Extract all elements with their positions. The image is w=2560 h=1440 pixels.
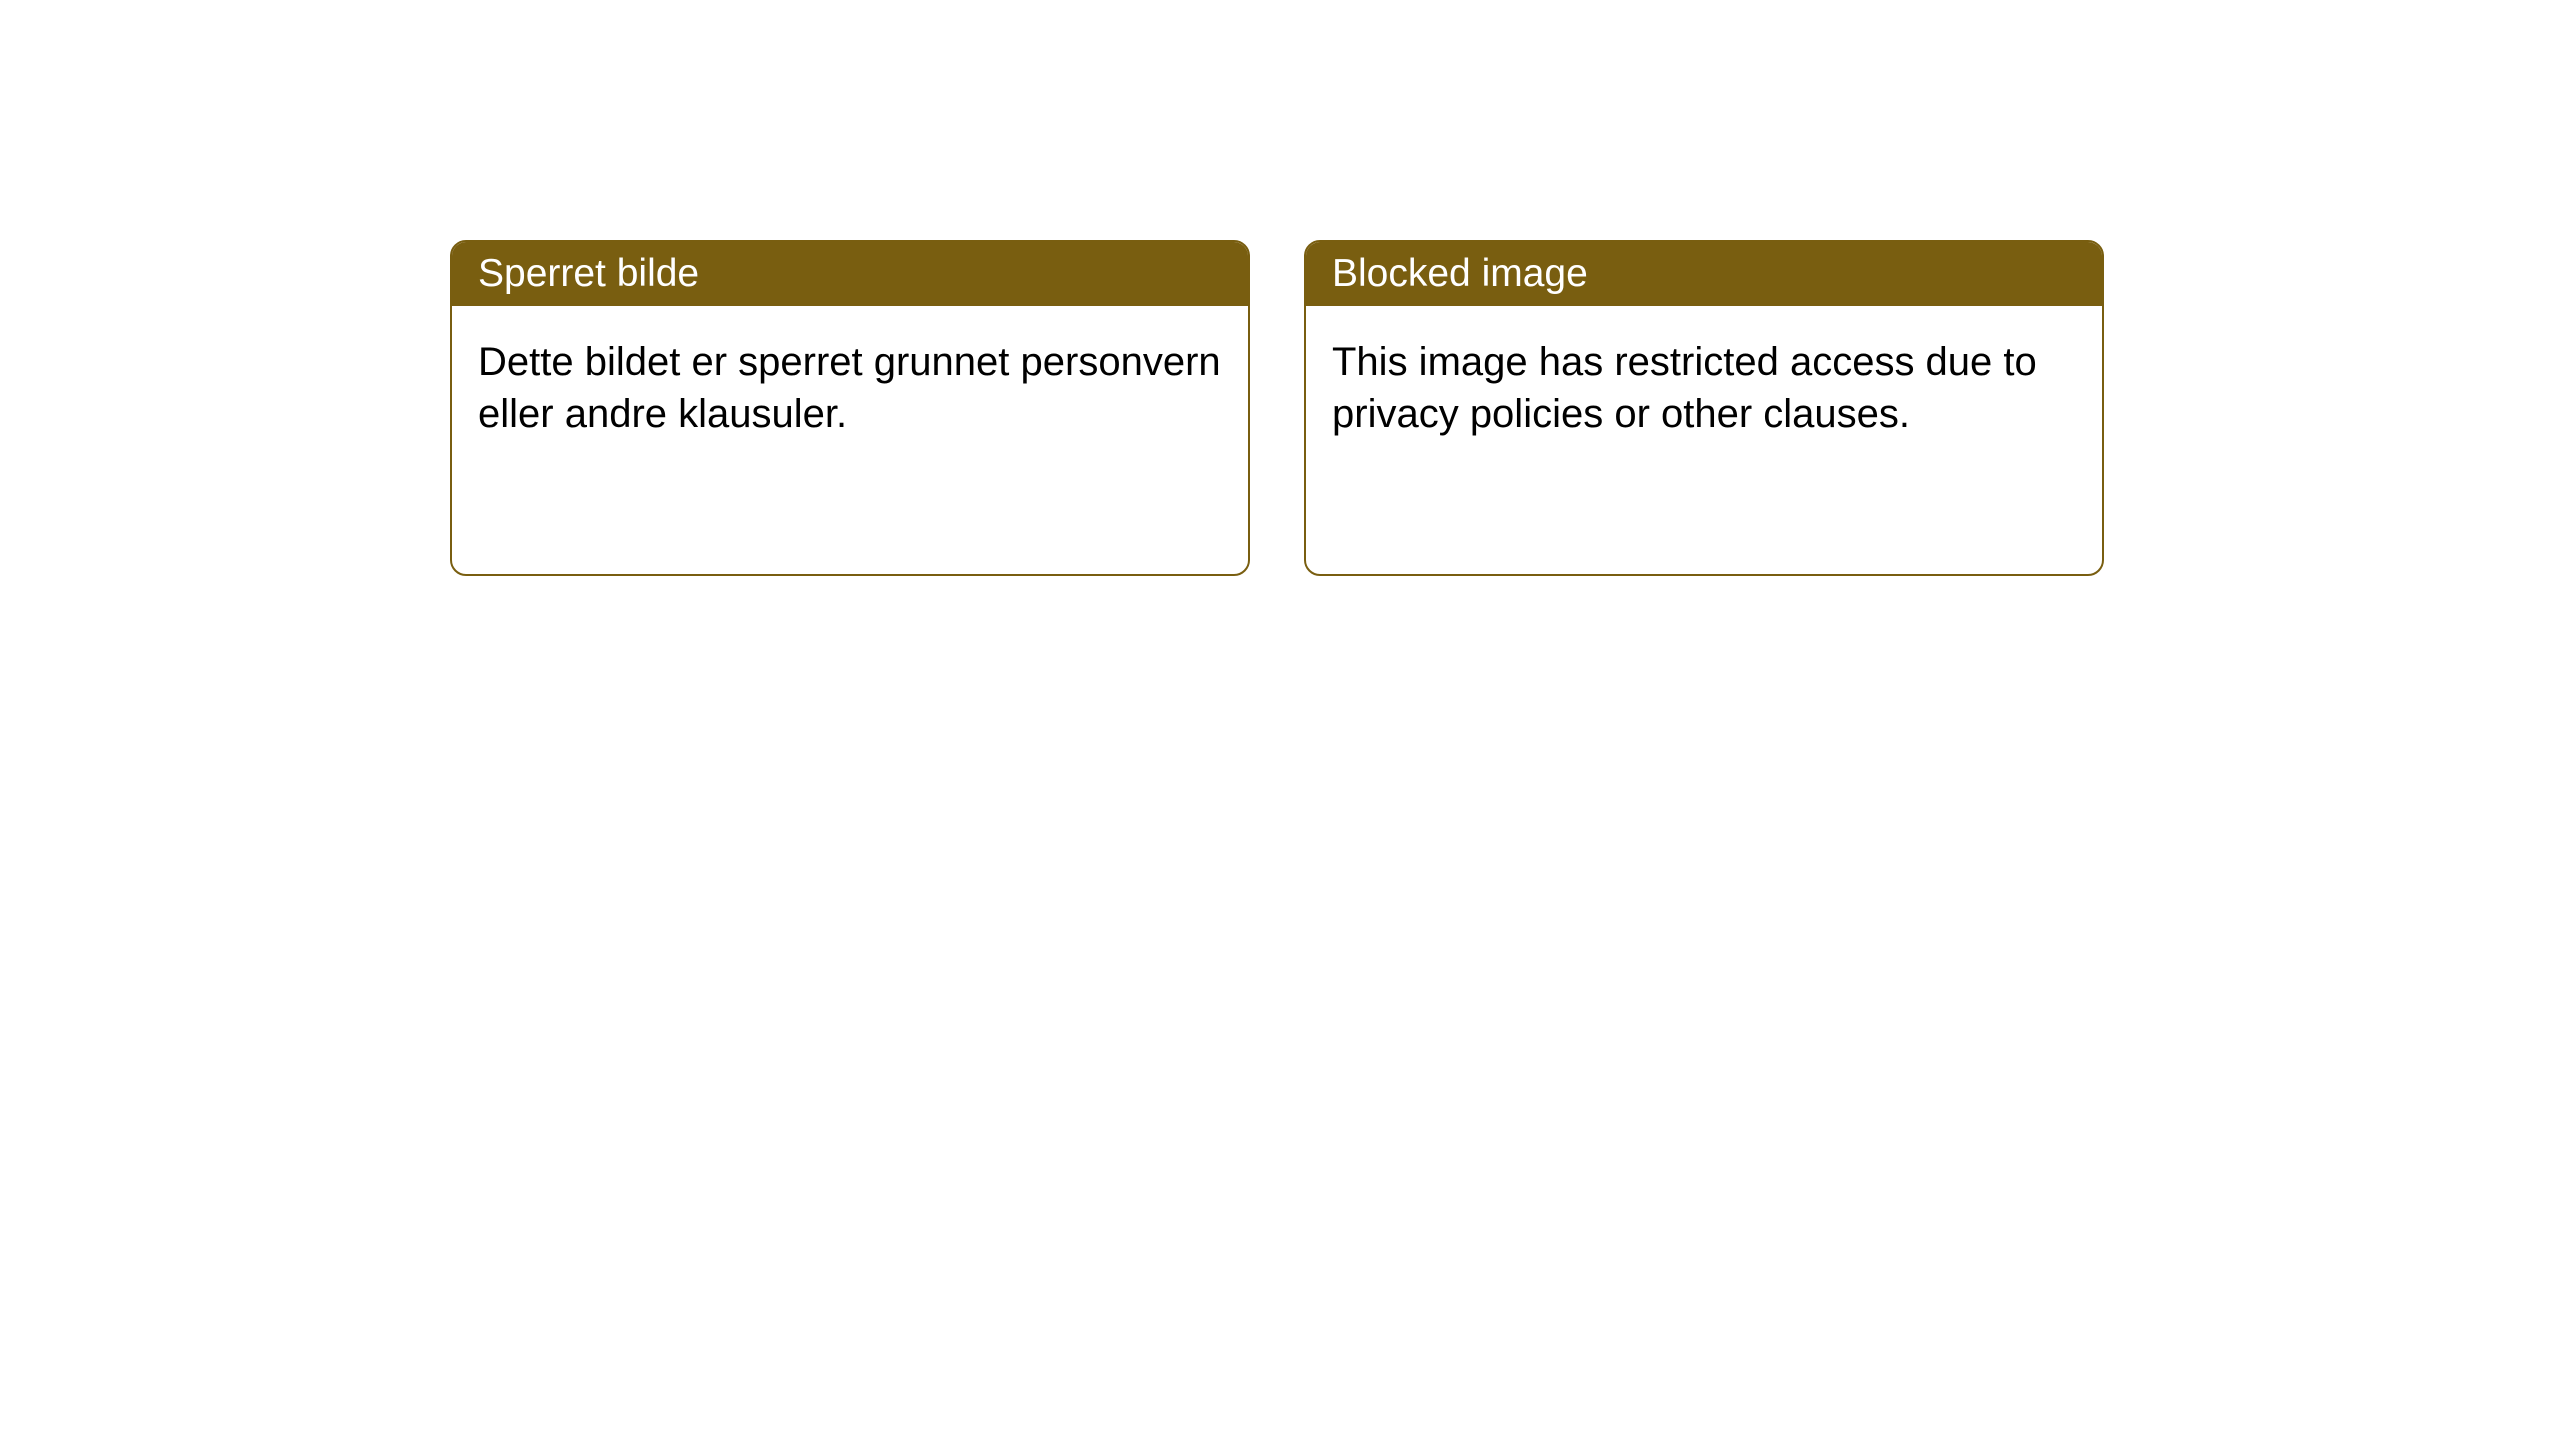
card-body-text: This image has restricted access due to … — [1332, 340, 2037, 436]
card-title: Blocked image — [1332, 252, 1588, 295]
notice-card-english: Blocked image This image has restricted … — [1304, 240, 2104, 576]
notice-container: Sperret bilde Dette bildet er sperret gr… — [0, 0, 2560, 576]
card-body-text: Dette bildet er sperret grunnet personve… — [478, 340, 1221, 436]
notice-card-norwegian: Sperret bilde Dette bildet er sperret gr… — [450, 240, 1250, 576]
card-body: Dette bildet er sperret grunnet personve… — [452, 306, 1248, 470]
card-body: This image has restricted access due to … — [1306, 306, 2102, 470]
card-header: Sperret bilde — [452, 242, 1248, 306]
card-header: Blocked image — [1306, 242, 2102, 306]
card-title: Sperret bilde — [478, 252, 699, 295]
